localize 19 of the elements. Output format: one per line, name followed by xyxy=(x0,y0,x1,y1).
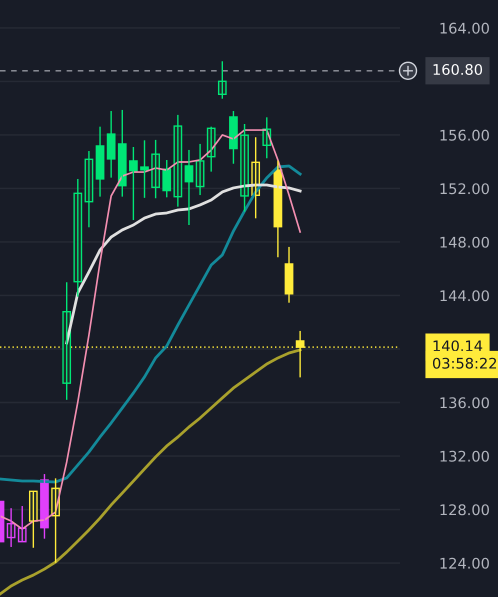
y-tick-label: 156.00 xyxy=(440,130,489,141)
y-tick-label: 148.00 xyxy=(440,236,489,248)
text: 03:58:22 xyxy=(432,358,496,369)
y-tick-label: 164.00 xyxy=(440,22,489,34)
ref-line-label: 140.14 xyxy=(434,340,482,352)
y-tick-label: 128.00 xyxy=(440,504,489,516)
y-tick-label: 124.00 xyxy=(440,558,489,569)
candlestick xyxy=(96,126,104,198)
ref-line-label: 160.80 xyxy=(434,64,482,75)
candlestick xyxy=(140,140,149,199)
line-series xyxy=(0,164,302,484)
y-tick-label: 132.00 xyxy=(440,450,489,462)
candlestick xyxy=(184,149,194,226)
y-tick-label: 136.00 xyxy=(440,397,489,408)
line-series xyxy=(65,184,302,344)
y-tick-label: 152.00 xyxy=(440,183,489,194)
y-tick-label: 144.00 xyxy=(440,290,489,302)
candlestick xyxy=(284,246,294,304)
line-series xyxy=(0,348,302,596)
